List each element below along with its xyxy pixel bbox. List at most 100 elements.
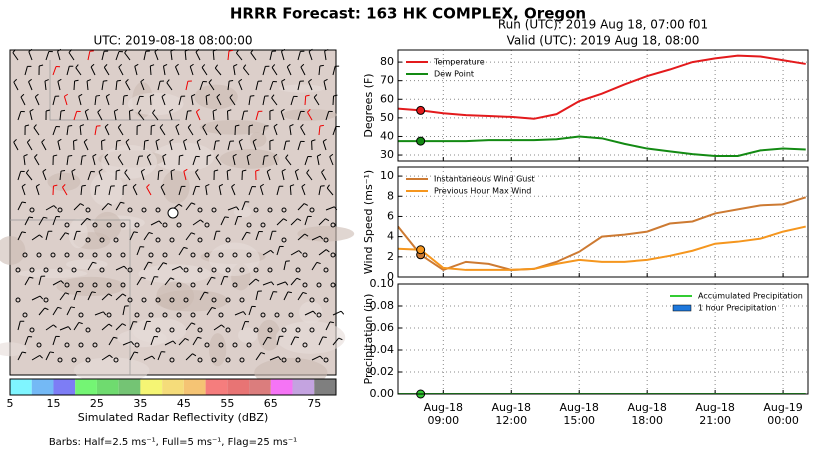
calm-marker: [190, 282, 196, 288]
wind-barb: [67, 326, 72, 331]
wind-barb: [290, 184, 295, 187]
colorbar-tick-label: 15: [46, 397, 60, 410]
legend-label: Temperature: [433, 58, 485, 67]
calm-marker: [183, 267, 189, 273]
calm-marker: [204, 222, 210, 228]
calm-marker: [85, 357, 91, 363]
wind-barb: [45, 205, 55, 211]
wind-barb: [31, 295, 41, 301]
wind-barb: [185, 232, 192, 241]
legend-label: 1 hour Precipitation: [698, 304, 777, 313]
wind-barb: [59, 111, 62, 121]
wind-barb: [13, 138, 17, 143]
legend-label: Previous Hour Max Wind: [434, 187, 531, 196]
wind-barb: [13, 141, 19, 151]
wind-barb: [39, 234, 43, 238]
calm-marker: [127, 207, 133, 213]
wind-barb: [49, 351, 55, 354]
wind-barb: [28, 78, 32, 83]
wind-barb: [238, 81, 243, 91]
calm-marker: [57, 357, 63, 363]
wind-barb: [296, 277, 301, 281]
wind-barb: [57, 51, 61, 61]
wind-barb: [136, 277, 143, 286]
calm-marker: [211, 297, 217, 303]
x-tick-label: Aug-18 21:00: [695, 401, 734, 427]
y-axis-label: Precipitation (in): [362, 294, 375, 385]
wind-barb: [191, 202, 196, 205]
wind-barb: [154, 51, 159, 61]
wind-barb: [71, 171, 75, 181]
wind-barb: [297, 81, 301, 91]
wind-barb: [205, 95, 208, 106]
wind-barb: [231, 183, 236, 188]
calm-marker: [267, 327, 273, 333]
wind-barb: [205, 186, 208, 196]
series-line: [398, 54, 806, 120]
colorbar-swatch: [227, 379, 250, 395]
wind-barb: [297, 218, 302, 222]
wind-barb: [26, 142, 33, 151]
wind-barb: [302, 291, 307, 295]
wind-barb: [184, 49, 190, 52]
wind-barb: [117, 127, 124, 136]
wind-barb: [92, 261, 97, 264]
wind-barb: [201, 67, 208, 76]
calm-marker: [281, 237, 287, 243]
wind-barb: [57, 138, 62, 142]
calm-marker: [113, 237, 119, 243]
wind-barb: [307, 109, 311, 113]
wind-barb: [204, 291, 209, 294]
wind-barb: [17, 111, 22, 121]
wind-barb: [150, 336, 155, 346]
wind-barb: [166, 82, 173, 91]
location: [167, 207, 179, 219]
wind-barb: [262, 336, 268, 346]
calm-marker: [29, 327, 35, 333]
calm-marker: [204, 252, 210, 258]
wind-barb: [183, 141, 187, 151]
wind-barb: [13, 78, 18, 83]
calm-marker: [22, 252, 28, 258]
wind-barb: [178, 96, 182, 106]
wind-barb: [115, 323, 123, 331]
wind-barb: [287, 291, 292, 294]
wind-barb: [66, 156, 69, 166]
wind-barb: [184, 50, 187, 61]
wind-barb: [269, 231, 273, 241]
terrain: [17, 269, 88, 279]
calm-marker: [232, 342, 238, 348]
wind-barb: [236, 52, 243, 61]
calm-marker: [134, 222, 140, 228]
y-tick-label: 50: [380, 111, 394, 124]
calm-marker: [176, 222, 182, 228]
wind-barb: [208, 82, 215, 91]
calm-marker: [225, 327, 231, 333]
wind-barb: [97, 111, 103, 121]
wind-barb: [308, 78, 312, 83]
wind-barb: [276, 246, 281, 256]
wind-barb: [155, 138, 160, 142]
calm-marker: [197, 357, 203, 363]
wind-barb: [52, 336, 57, 346]
colorbar-tick-label: 45: [177, 397, 191, 410]
calm-marker: [211, 267, 217, 273]
wind-barb: [136, 156, 140, 166]
wind-barb: [65, 292, 70, 295]
run-title: Run (UTC): 2019 Aug 18, 07:00 f01: [498, 18, 708, 32]
wind-barb: [192, 219, 201, 226]
wind-barb: [122, 306, 126, 316]
wind-barb: [289, 124, 294, 127]
calm-marker: [218, 252, 224, 258]
wind-barb: [57, 48, 62, 52]
legend-label: Instantaneous Wind Gust: [434, 175, 535, 184]
wind-barb: [59, 292, 66, 301]
wind-barb: [290, 218, 298, 226]
wind-barb: [262, 249, 271, 256]
wind-barb: [211, 306, 216, 310]
wind-barb: [304, 233, 309, 237]
wind-barb: [86, 79, 91, 82]
wind-barb: [241, 201, 246, 211]
wind-barb: [44, 307, 49, 311]
wind-barb: [21, 186, 26, 196]
